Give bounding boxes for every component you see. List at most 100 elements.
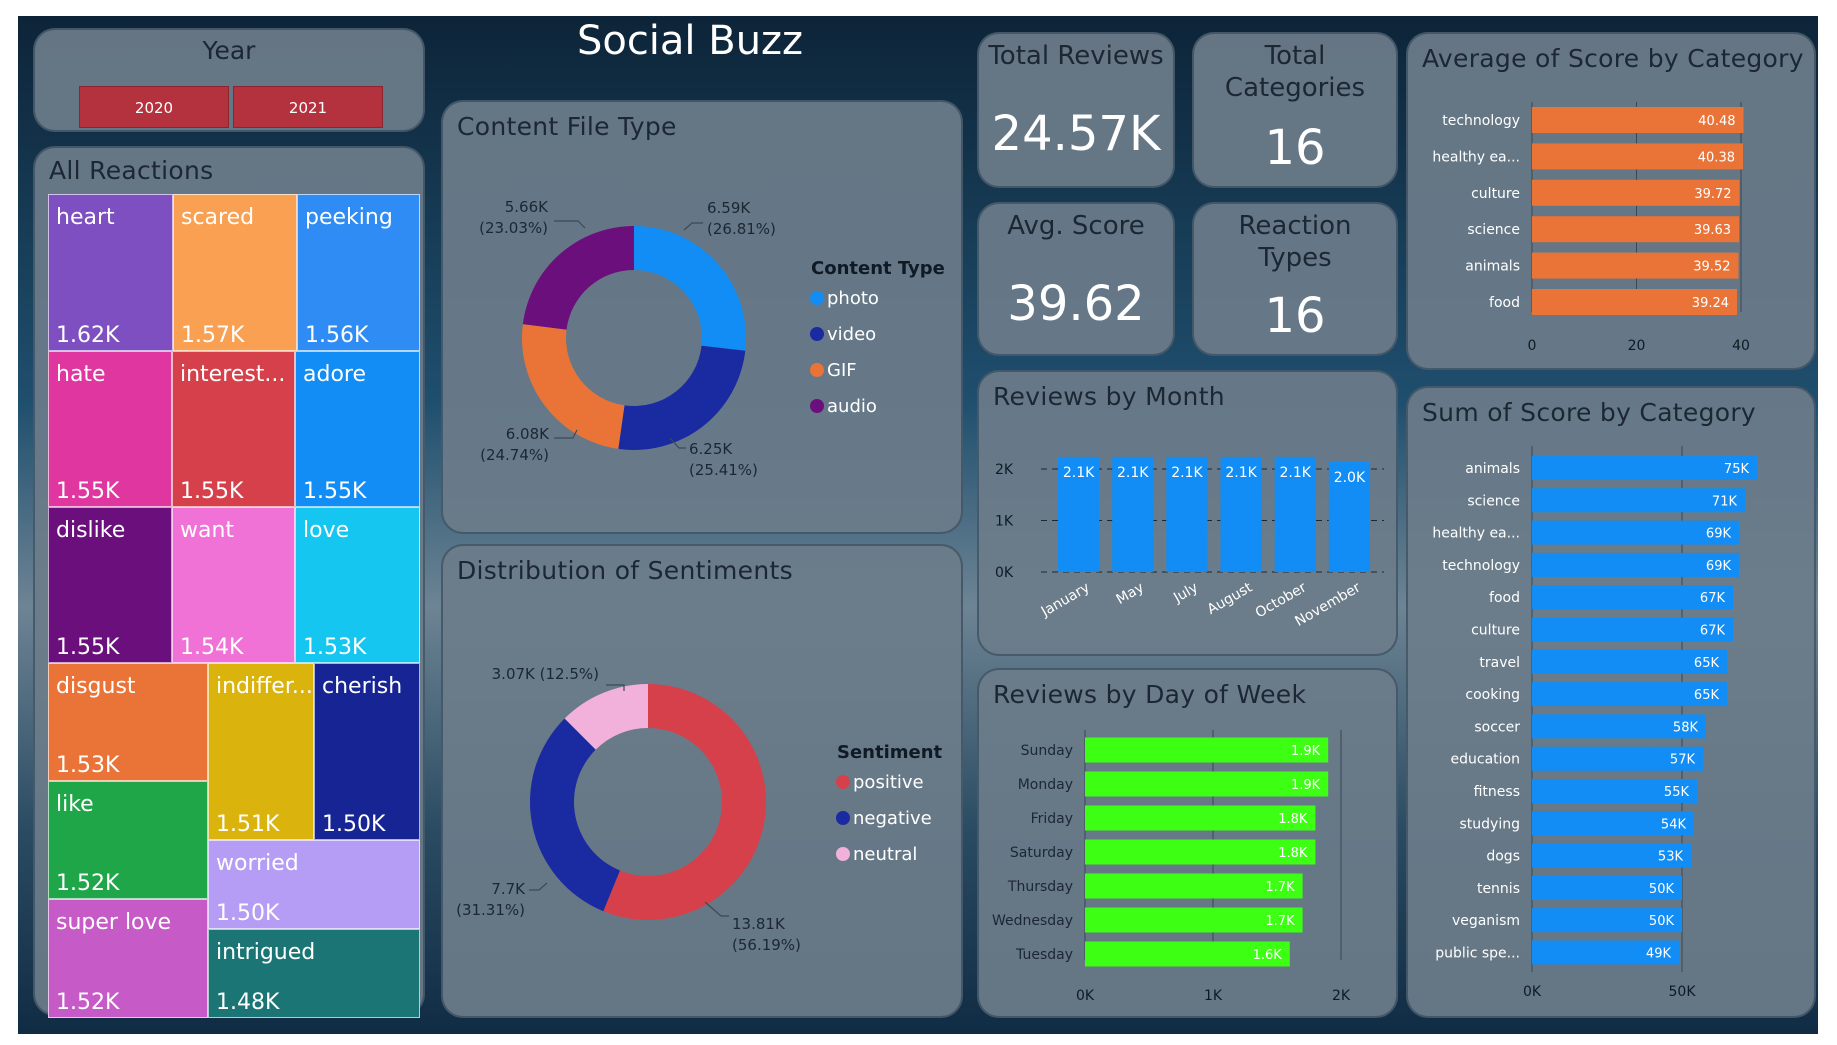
bar-culture[interactable] — [1532, 617, 1733, 642]
reaction-tile-intrigued[interactable]: intrigued 1.48K — [208, 929, 420, 1018]
bar-healthy-ea[interactable] — [1532, 520, 1739, 545]
kpi-avg-score: Avg. Score 39.62 — [977, 202, 1175, 356]
avg-score-category-title: Average of Score by Category — [1422, 44, 1804, 73]
bar-value-label: 2.1K — [1171, 465, 1203, 481]
reaction-tile-label: interest... — [180, 362, 286, 387]
bar-sunday[interactable] — [1085, 737, 1329, 763]
legend-item-audio[interactable]: audio — [827, 396, 877, 417]
bar-education[interactable] — [1532, 746, 1703, 771]
bar-friday[interactable] — [1085, 805, 1316, 831]
reaction-tile-heart[interactable]: heart 1.62K — [48, 194, 173, 351]
bar-july[interactable] — [1166, 456, 1208, 572]
reaction-tile-adore[interactable]: adore 1.55K — [295, 351, 420, 507]
bar-may[interactable] — [1112, 456, 1154, 572]
sentiment-donut-chart: 13.81K (56.19%) 7.7K (31.31%) 3.07K (12.5%) S… — [456, 665, 942, 954]
category-label: public spe... — [1435, 946, 1520, 962]
slice-negative[interactable] — [530, 718, 620, 912]
reaction-tile-like[interactable]: like 1.52K — [48, 781, 208, 899]
y-tick-label: 1K — [995, 514, 1014, 530]
bar-food[interactable] — [1532, 585, 1733, 610]
bar-october[interactable] — [1274, 456, 1316, 572]
kpi-total-reviews-value: 24.57K — [991, 106, 1161, 162]
reaction-tile-value: 1.62K — [56, 323, 120, 348]
reaction-tile-scared[interactable]: scared 1.57K — [173, 194, 297, 351]
reaction-tile-worried[interactable]: worried 1.50K — [208, 840, 420, 929]
legend-marker-photo — [810, 291, 824, 305]
bar-tennis[interactable] — [1532, 875, 1682, 900]
reaction-tile-indiffer[interactable]: indiffer... 1.51K — [208, 663, 314, 840]
slice-neutral[interactable] — [564, 684, 648, 750]
x-tick-label: May — [1114, 580, 1147, 608]
leader-line — [704, 901, 729, 917]
bar-veganism[interactable] — [1532, 908, 1682, 933]
year-filter-title: Year — [202, 36, 256, 65]
bar-cooking[interactable] — [1532, 682, 1727, 707]
reaction-tile-cherish[interactable]: cherish 1.50K — [314, 663, 420, 840]
legend-item-negative[interactable]: negative — [853, 808, 932, 829]
slice-video[interactable] — [618, 345, 746, 450]
reaction-tile-label: hate — [56, 362, 106, 387]
bar-animals[interactable] — [1532, 456, 1757, 480]
reaction-tile-super-love[interactable]: super love 1.52K — [48, 899, 208, 1018]
legend-item-video[interactable]: video — [827, 324, 876, 345]
reaction-tile-interest[interactable]: interest... 1.55K — [172, 351, 295, 507]
category-label: fitness — [1474, 784, 1520, 800]
bar-value-label: 71K — [1712, 494, 1738, 509]
kpi-reaction-types-title-2: Types — [1258, 243, 1332, 273]
bar-wednesday[interactable] — [1085, 907, 1303, 933]
bar-science[interactable] — [1532, 488, 1745, 513]
bar-thursday[interactable] — [1085, 873, 1303, 899]
legend-item-gif[interactable]: GIF — [827, 360, 857, 381]
bar-value-label: 65K — [1694, 656, 1720, 671]
legend-item-neutral[interactable]: neutral — [853, 844, 917, 865]
reviews-by-month-chart: 0K 1K 2K 2.1K January 2.1K May 2.1K July 2.1K Augu… — [995, 456, 1384, 630]
reaction-tile-disgust[interactable]: disgust 1.53K — [48, 663, 208, 781]
bar-technology[interactable] — [1532, 552, 1739, 577]
category-label: healthy ea... — [1432, 149, 1520, 165]
year-button-2020[interactable]: 2020 — [79, 86, 229, 128]
leader-line — [669, 437, 686, 449]
reaction-tile-value: 1.55K — [303, 479, 367, 504]
bar-value-label: 65K — [1694, 688, 1720, 703]
bar-travel[interactable] — [1532, 649, 1727, 674]
reaction-tile-want[interactable]: want 1.54K — [172, 507, 295, 663]
bar-august[interactable] — [1220, 456, 1262, 572]
reaction-tile-value: 1.52K — [56, 871, 120, 896]
bar-november[interactable] — [1328, 462, 1370, 572]
bar-science[interactable] — [1532, 216, 1740, 243]
slice-positive[interactable] — [603, 684, 767, 920]
slice-photo[interactable] — [634, 226, 746, 351]
bar-studying[interactable] — [1532, 811, 1694, 836]
year-filter-panel: Year 2020 2021 — [33, 28, 425, 132]
reaction-tile-value: 1.55K — [56, 635, 120, 660]
reaction-tile-peeking[interactable]: peeking 1.56K — [297, 194, 420, 351]
bar-saturday[interactable] — [1085, 839, 1316, 865]
legend-item-positive[interactable]: positive — [853, 772, 924, 793]
slice-audio[interactable] — [522, 226, 634, 330]
slice-gif[interactable] — [522, 324, 625, 449]
bar-value-label: 2.1K — [1225, 465, 1257, 481]
bar-january[interactable] — [1058, 456, 1100, 572]
bar-animals[interactable] — [1532, 252, 1739, 279]
legend-marker-gif — [810, 363, 824, 377]
bar-culture[interactable] — [1532, 179, 1740, 206]
bar-monday[interactable] — [1085, 771, 1329, 797]
reaction-tile-dislike[interactable]: dislike 1.55K — [48, 507, 172, 663]
bar-technology[interactable] — [1532, 107, 1744, 133]
reaction-tile-value: 1.53K — [56, 753, 120, 778]
bar-healthy-ea[interactable] — [1532, 143, 1743, 170]
bar-value-label: 1.8K — [1278, 812, 1308, 827]
bar-value-label: 67K — [1700, 591, 1726, 606]
reaction-tile-love[interactable]: love 1.53K — [295, 507, 420, 663]
bar-public-spe[interactable] — [1532, 940, 1679, 965]
bar-value-label: 57K — [1670, 753, 1696, 768]
bar-soccer[interactable] — [1532, 714, 1706, 739]
legend-item-photo[interactable]: photo — [827, 288, 879, 309]
bar-fitness[interactable] — [1532, 779, 1697, 803]
all-reactions-title: All Reactions — [49, 156, 214, 185]
year-button-2021[interactable]: 2021 — [233, 86, 383, 128]
reaction-tile-hate[interactable]: hate 1.55K — [48, 351, 172, 507]
bar-food[interactable] — [1532, 289, 1738, 315]
bar-dogs[interactable] — [1532, 843, 1691, 868]
bar-tuesday[interactable] — [1085, 941, 1290, 967]
